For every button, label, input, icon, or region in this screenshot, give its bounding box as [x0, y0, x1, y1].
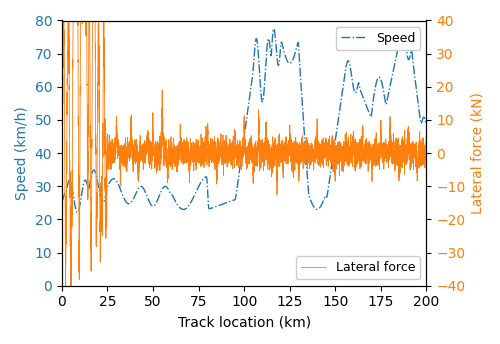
Speed — [424, 122, 430, 126]
Lateral force — [359, 160, 365, 164]
Lateral force — [331, 155, 337, 159]
Lateral force — [278, 146, 283, 150]
Speed — [59, 199, 65, 203]
Lateral force — [59, 147, 65, 151]
Speed — [358, 92, 364, 96]
Legend: Lateral force: Lateral force — [296, 257, 420, 279]
Speed — [400, 26, 406, 30]
Lateral force — [126, 147, 132, 151]
Line: Lateral force: Lateral force — [62, 21, 426, 286]
Y-axis label: Lateral force (kN): Lateral force (kN) — [471, 92, 485, 214]
Line: Speed: Speed — [62, 28, 426, 212]
Lateral force — [198, 163, 204, 168]
Y-axis label: Speed (km/h): Speed (km/h) — [15, 106, 29, 200]
Lateral force — [62, 284, 68, 288]
Speed — [278, 44, 283, 49]
Speed — [296, 51, 302, 55]
Speed — [125, 202, 131, 206]
Lateral force — [424, 152, 430, 156]
Legend: Speed: Speed — [336, 27, 420, 50]
X-axis label: Track location (km): Track location (km) — [178, 315, 310, 329]
Speed — [331, 147, 337, 151]
Lateral force — [296, 173, 302, 177]
Speed — [198, 180, 204, 184]
Lateral force — [60, 19, 66, 23]
Speed — [74, 210, 80, 214]
